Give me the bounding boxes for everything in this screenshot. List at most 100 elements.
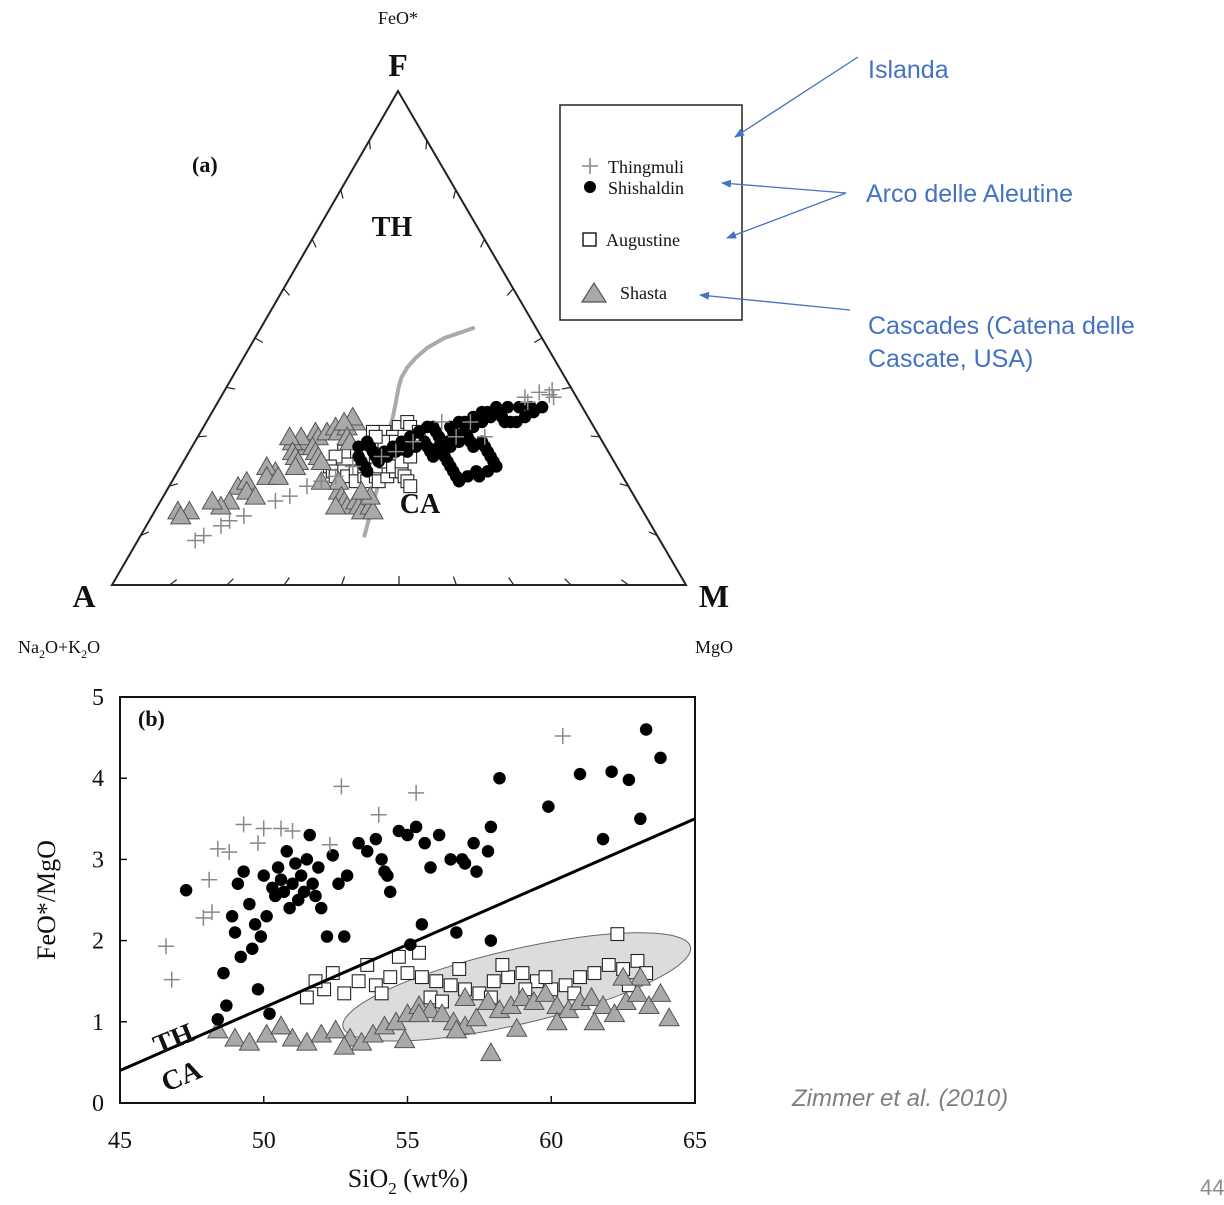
point-thingmuli: [163, 971, 180, 988]
ternary-series-shishaldin: [352, 400, 549, 488]
annotation-cascades-line2: Cascate, USA): [868, 345, 1033, 373]
point-shasta: [327, 470, 350, 490]
point-shasta: [546, 1011, 568, 1031]
legend-label: Shasta: [620, 283, 667, 303]
point-shishaldin: [263, 1007, 276, 1020]
point-thingmuli: [327, 468, 344, 485]
point-shishaldin: [654, 751, 667, 765]
ternary-tick: [508, 577, 515, 586]
point-shasta: [278, 426, 301, 446]
point-thingmuli: [344, 458, 361, 475]
point-augustine: [610, 927, 625, 942]
point-shishaldin: [639, 723, 653, 736]
arrow-islanda: [734, 56, 859, 138]
point-shishaldin: [467, 836, 480, 850]
ternary-tick: [283, 577, 290, 586]
point-shasta: [284, 455, 307, 475]
point-shishaldin: [303, 828, 316, 842]
point-thingmuli: [187, 532, 204, 549]
point-shishaldin: [220, 999, 233, 1012]
point-shishaldin: [432, 828, 446, 842]
y-axis-label: FeO*/MgO: [32, 840, 61, 960]
legend-label: Augustine: [606, 230, 680, 250]
point-shasta: [393, 1029, 416, 1049]
ternary-tick: [169, 483, 179, 487]
legend-label: Thingmuli: [608, 157, 684, 177]
ternary-tick: [311, 238, 317, 248]
point-augustine: [400, 966, 415, 981]
xy-data-points: [158, 723, 680, 1062]
point-shasta: [408, 1003, 430, 1023]
point-augustine: [412, 945, 426, 960]
point-shishaldin: [257, 869, 270, 882]
point-shasta: [350, 480, 373, 500]
point-thingmuli: [519, 394, 536, 411]
point-augustine: [501, 970, 516, 985]
citation: Zimmer et al. (2010): [791, 1085, 1008, 1112]
point-shishaldin: [415, 918, 429, 931]
annotation-aleutine: Arco delle Aleutine: [866, 180, 1073, 208]
point-shasta: [267, 465, 290, 485]
point-augustine: [383, 970, 398, 985]
point-shishaldin: [289, 857, 302, 870]
ternary-series-shasta: [166, 406, 384, 525]
point-shishaldin: [542, 800, 555, 813]
ternary-tick: [452, 189, 457, 199]
point-shasta: [612, 966, 634, 986]
annotation-islanda: Islanda: [868, 56, 949, 84]
annotations: Islanda Arco delle Aleutine Cascades (Ca…: [699, 56, 1135, 373]
point-thingmuli: [408, 784, 425, 801]
point-shishaldin: [352, 836, 365, 850]
ternary-tick: [533, 337, 543, 344]
y-tick-label: 2: [92, 929, 104, 955]
point-shishaldin: [294, 869, 308, 882]
point-augustine: [351, 974, 366, 989]
point-augustine: [472, 986, 487, 1001]
point-shasta: [454, 986, 476, 1006]
point-shishaldin: [297, 885, 311, 899]
ternary-tick: [590, 435, 600, 438]
point-thingmuli: [541, 386, 558, 403]
point-shishaldin: [622, 773, 636, 787]
point-shasta: [419, 999, 442, 1019]
point-augustine: [630, 953, 645, 968]
ternary-tick-marks: [140, 140, 658, 586]
point-shishaldin: [326, 849, 339, 862]
x-tick-label: 45: [108, 1128, 132, 1154]
point-thingmuli: [195, 527, 212, 544]
point-thingmuli: [250, 835, 266, 852]
point-shishaldin: [234, 950, 247, 964]
point-shishaldin: [260, 910, 273, 923]
point-thingmuli: [545, 389, 562, 406]
point-thingmuli: [387, 443, 404, 460]
legend-box: [559, 104, 743, 321]
point-shasta: [270, 1015, 292, 1035]
ternary-tick: [254, 337, 264, 343]
vertex-left-oxide-label: Na2O+K2O: [18, 637, 100, 661]
plus-marker-icon: [582, 158, 598, 174]
vertex-right-letter: M: [699, 578, 729, 614]
point-thingmuli: [321, 836, 338, 853]
point-thingmuli: [370, 806, 387, 823]
point-shishaldin: [306, 877, 319, 890]
point-shasta: [603, 1003, 626, 1023]
y-tick-label: 0: [92, 1091, 104, 1117]
point-thingmuli: [204, 904, 220, 921]
point-augustine: [587, 966, 602, 981]
point-shishaldin: [634, 812, 647, 826]
point-shasta: [445, 1019, 468, 1039]
point-augustine: [391, 949, 406, 964]
point-shishaldin: [179, 884, 193, 897]
ternary-tick: [197, 435, 207, 438]
point-thingmuli: [221, 844, 238, 861]
open-square-marker-icon: [582, 232, 597, 247]
point-thingmuli: [273, 820, 289, 837]
point-shishaldin: [361, 845, 374, 858]
point-shasta: [333, 411, 356, 431]
point-shishaldin: [573, 767, 587, 781]
point-shasta: [281, 1027, 304, 1047]
point-augustine: [414, 970, 429, 985]
point-thingmuli: [209, 840, 226, 857]
point-shasta: [626, 982, 649, 1002]
